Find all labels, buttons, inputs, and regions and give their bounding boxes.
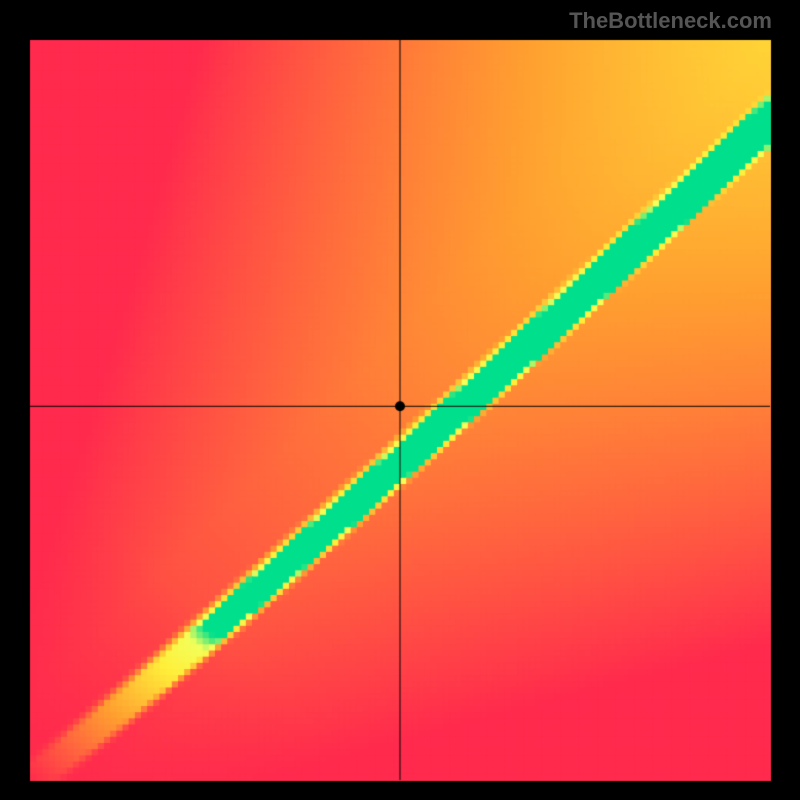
watermark-label: TheBottleneck.com	[569, 8, 772, 34]
bottleneck-heatmap	[0, 0, 800, 800]
